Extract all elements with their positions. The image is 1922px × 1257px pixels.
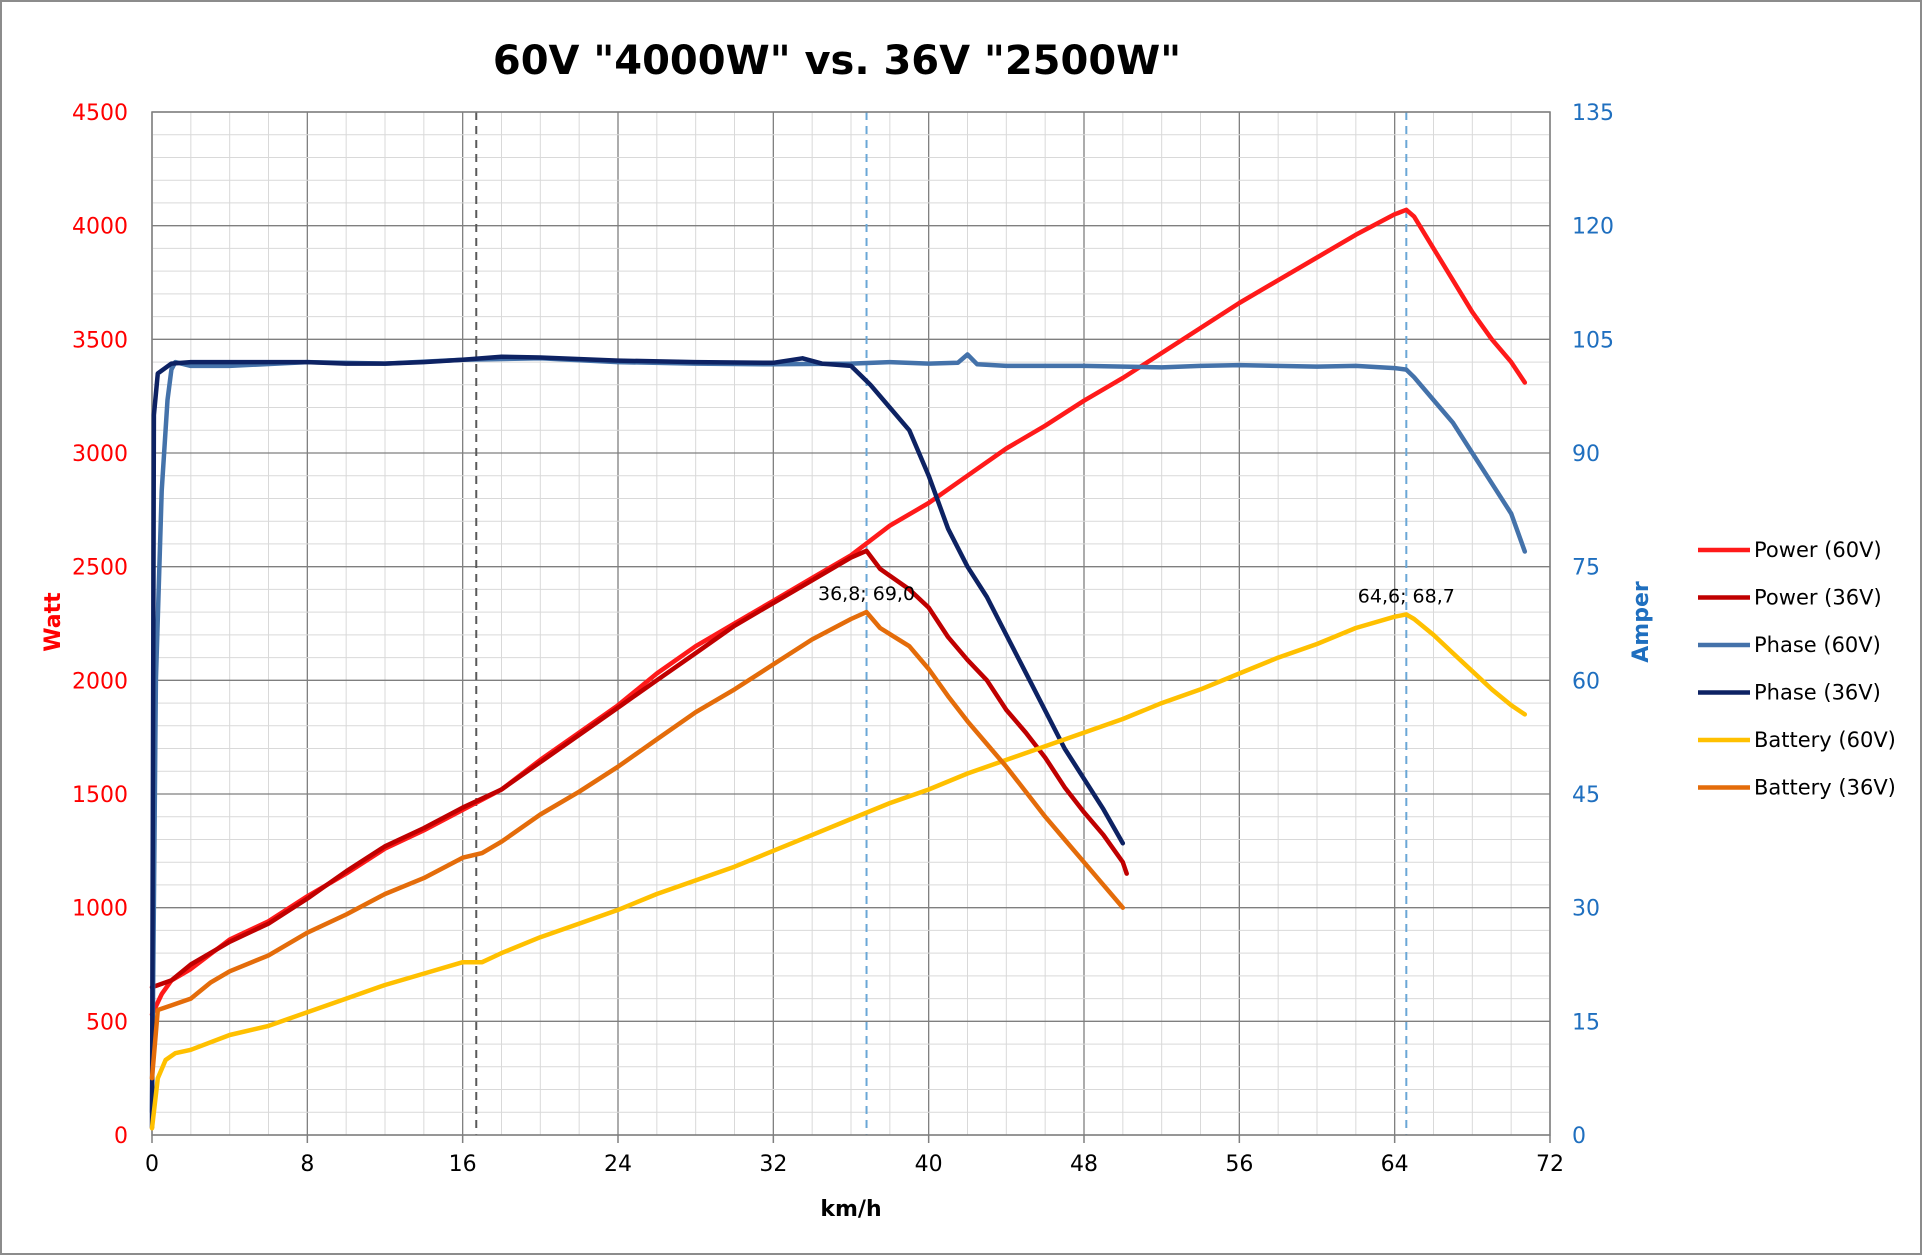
grid-layer [151, 111, 1551, 1136]
y-right-tick-label: 60 [1572, 669, 1600, 694]
legend-label: Phase (36V) [1754, 681, 1881, 705]
series-line-power-36v [149, 548, 1129, 990]
y-left-tick-label: 3500 [72, 328, 128, 353]
y-left-tick-label: 500 [86, 1010, 128, 1035]
y-right-tick-label: 45 [1572, 783, 1600, 808]
y-left-tick-label: 2000 [72, 669, 128, 694]
x-tick-label: 40 [915, 1152, 943, 1177]
y-left-tick-label: 1000 [72, 897, 128, 922]
x-tick-label: 56 [1225, 1152, 1253, 1177]
y-left-tick-label: 4500 [72, 101, 128, 126]
legend-label: Phase (60V) [1754, 633, 1881, 657]
legend-label: Battery (36V) [1754, 776, 1896, 800]
y-axis-right-label: Amper [1629, 581, 1654, 663]
legend: Power (60V) Power (36V) Phase (60V) Phase (… [1698, 538, 1896, 800]
legend-item-power-36v: Power (36V) [1698, 586, 1882, 610]
series-line-battery-36v [149, 609, 1126, 1081]
x-tick-label: 72 [1536, 1152, 1564, 1177]
chart-title: 60V "4000W" vs. 36V "2500W" [493, 38, 1181, 84]
legend-item-phase-36v: Phase (36V) [1698, 681, 1881, 705]
y-right-tick-label: 0 [1572, 1124, 1586, 1149]
x-tick-label: 0 [145, 1152, 159, 1177]
y-right-tick-label: 30 [1572, 897, 1600, 922]
y-right-tick-label: 15 [1572, 1010, 1600, 1035]
y-left-tick-label: 1500 [72, 783, 128, 808]
y-left-tick-label: 2500 [72, 556, 128, 581]
data-label: 64,6; 68,7 [1358, 585, 1455, 607]
legend-item-battery-36v: Battery (36V) [1698, 776, 1896, 800]
legend-item-battery-60v: Battery (60V) [1698, 728, 1896, 752]
data-label: 36,8; 69,0 [818, 583, 915, 605]
tick-labels: 0 500 1000 1500 2000 2500 3000 3500 4000 4500 0 15 3… [72, 101, 1614, 1177]
y-left-tick-label: 0 [114, 1124, 128, 1149]
series-line-battery-60v [149, 612, 1528, 1131]
series-line-phase-36v [149, 354, 1126, 1130]
annotations: 36,8; 69,0 64,6; 68,7 [818, 583, 1455, 607]
y-right-tick-label: 135 [1572, 101, 1614, 126]
x-tick-label: 16 [449, 1152, 477, 1177]
y-left-tick-label: 3000 [72, 442, 128, 467]
x-tick-label: 64 [1381, 1152, 1409, 1177]
legend-item-power-60v: Power (60V) [1698, 538, 1882, 562]
x-tick-label: 8 [300, 1152, 314, 1177]
legend-label: Power (60V) [1754, 538, 1882, 562]
y-right-tick-label: 90 [1572, 442, 1600, 467]
series-line-phase-60v [149, 352, 1528, 1115]
x-tick-label: 24 [604, 1152, 632, 1177]
y-right-tick-label: 120 [1572, 215, 1614, 240]
x-axis-label: km/h [820, 1197, 881, 1222]
x-tick-label: 32 [759, 1152, 787, 1177]
legend-item-phase-60v: Phase (60V) [1698, 633, 1881, 657]
y-axis-left-label: Watt [41, 592, 66, 652]
x-tick-label: 48 [1070, 1152, 1098, 1177]
reference-lines [475, 112, 1408, 1135]
y-right-tick-label: 75 [1572, 556, 1600, 581]
y-left-tick-label: 4000 [72, 215, 128, 240]
legend-label: Battery (60V) [1754, 728, 1896, 752]
legend-label: Power (36V) [1754, 586, 1882, 610]
series-layer [149, 207, 1528, 1131]
y-right-tick-label: 105 [1572, 328, 1614, 353]
